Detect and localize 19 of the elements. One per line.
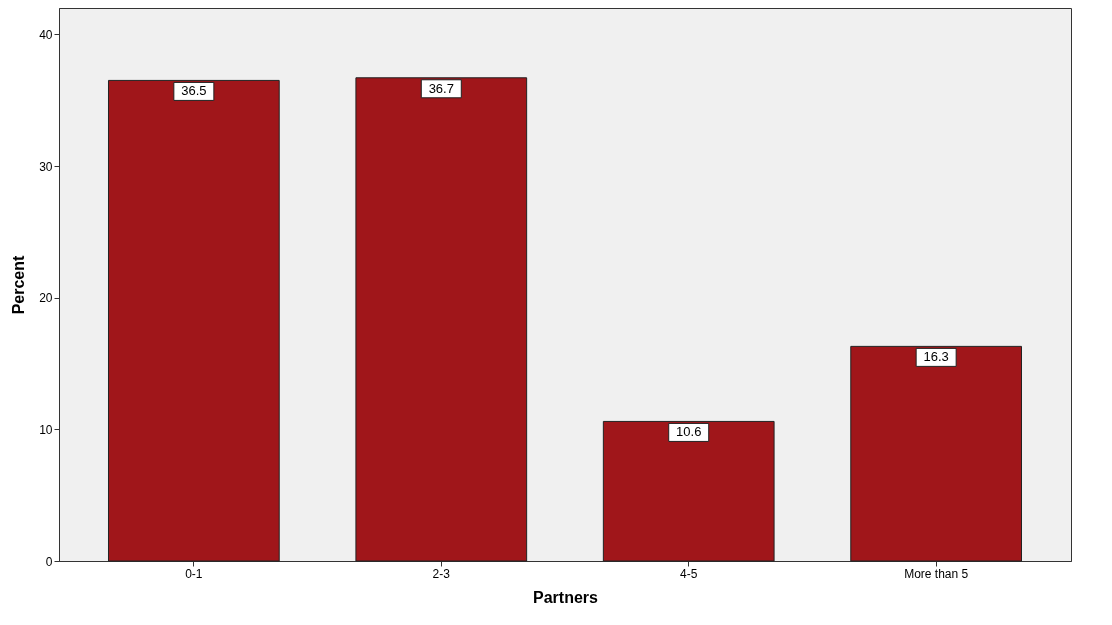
y-tick-label: 20	[39, 291, 53, 306]
x-tick-label: 0-1	[185, 566, 203, 581]
bar	[107, 79, 280, 562]
data-label: 36.5	[181, 83, 207, 99]
y-axis-title: Percent	[10, 254, 28, 315]
bar	[602, 420, 775, 562]
y-tick-label: 30	[39, 159, 53, 174]
bar	[355, 77, 528, 562]
bar	[850, 345, 1023, 562]
data-label: 36.7	[428, 80, 454, 96]
x-tick-label: More than 5	[904, 566, 969, 581]
y-tick-label: 0	[45, 554, 53, 569]
data-label: 16.3	[923, 349, 949, 365]
x-tick-label: 4-5	[680, 566, 698, 581]
y-tick-label: 10	[39, 422, 53, 437]
data-label: 10.6	[676, 424, 702, 440]
y-tick-label: 40	[39, 27, 53, 42]
x-axis-title: Partners	[533, 588, 599, 606]
x-tick-label: 2-3	[432, 566, 451, 581]
